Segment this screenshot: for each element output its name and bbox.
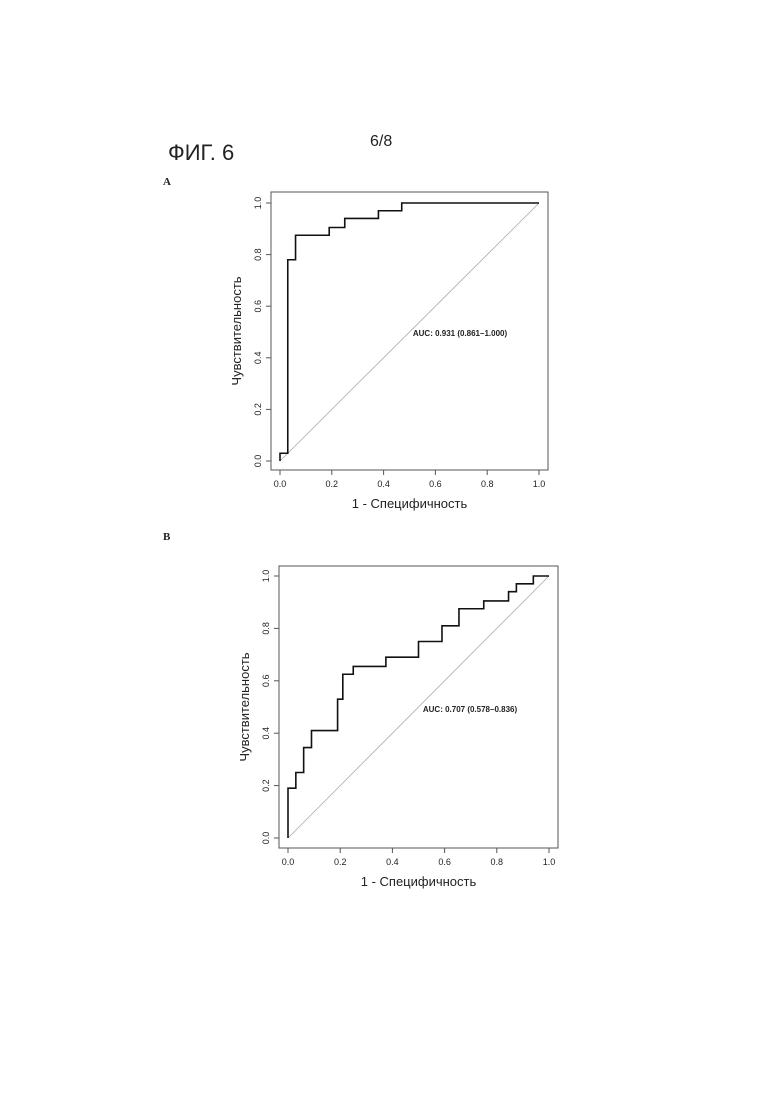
annotation: AUC: 0.931 (0.861–1.000)	[413, 329, 508, 338]
x-tick-label: 0.0	[274, 479, 287, 489]
x-tick-label: 0.2	[326, 479, 339, 489]
y-axis-label: Чувствительность	[237, 652, 252, 761]
x-tick-label: 1.0	[543, 857, 556, 867]
x-tick-label: 0.4	[386, 857, 399, 867]
page-number: 6/8	[370, 133, 392, 150]
x-tick-label: 0.2	[334, 857, 347, 867]
panel-label: B	[163, 531, 171, 543]
y-tick-label: 0.0	[261, 832, 271, 845]
x-tick-label: 1.0	[533, 479, 546, 489]
x-tick-label: 0.8	[491, 857, 504, 867]
y-tick-label: 0.2	[253, 403, 263, 416]
y-tick-label: 0.6	[261, 675, 271, 688]
y-axis-label: Чувствительность	[229, 276, 244, 385]
x-tick-label: 0.4	[377, 479, 390, 489]
x-axis-label: 1 - Специфичность	[352, 496, 468, 511]
y-tick-label: 0.4	[253, 352, 263, 365]
y-tick-label: 0.0	[253, 455, 263, 468]
panel-label: A	[163, 176, 171, 188]
annotation: AUC: 0.707 (0.578–0.836)	[423, 705, 518, 714]
y-tick-label: 0.8	[253, 248, 263, 261]
y-tick-label: 1.0	[253, 197, 263, 210]
x-tick-label: 0.6	[429, 479, 442, 489]
page: ФИГ. 6 6/8 A 0.0 0.2 0.4 0.6 0.8 1.0 0.0 0.2 0.4 0…	[0, 0, 780, 1103]
y-tick-label: 0.4	[261, 727, 271, 740]
x-tick-label: 0.6	[438, 857, 451, 867]
y-tick-label: 0.2	[261, 779, 271, 792]
y-tick-label: 1.0	[261, 570, 271, 583]
figure-label: ФИГ. 6	[168, 140, 234, 165]
background	[0, 0, 780, 1103]
y-tick-label: 0.8	[261, 622, 271, 635]
x-tick-label: 0.0	[282, 857, 295, 867]
x-axis-label: 1 - Специфичность	[361, 874, 477, 889]
x-tick-label: 0.8	[481, 479, 494, 489]
y-tick-label: 0.6	[253, 300, 263, 313]
